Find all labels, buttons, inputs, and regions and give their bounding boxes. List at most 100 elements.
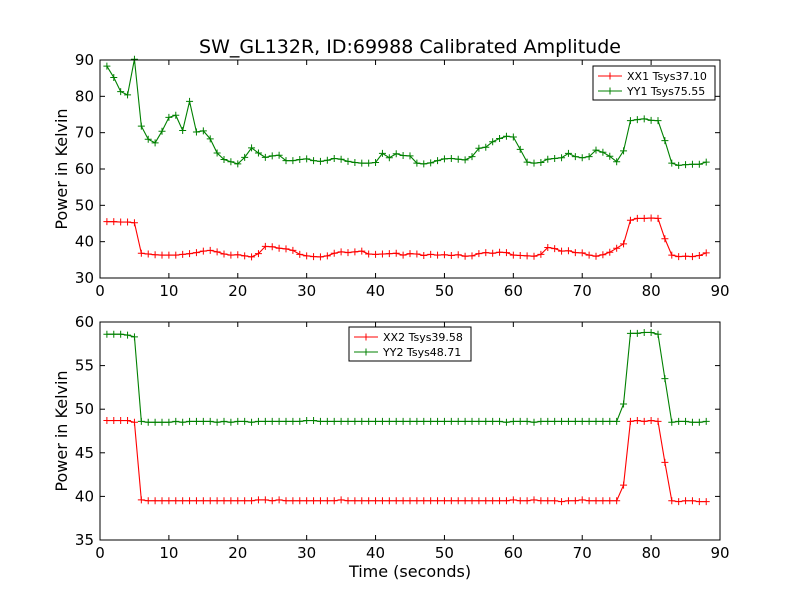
legend-label: XX2 Tsys39.58	[383, 331, 463, 344]
legend: XX1 Tsys37.10 YY1 Tsys75.55	[592, 65, 716, 101]
data-point	[186, 497, 194, 505]
data-point	[585, 153, 593, 161]
data-point	[282, 157, 290, 165]
data-point	[640, 417, 648, 425]
data-point	[468, 153, 476, 161]
data-point	[695, 160, 703, 168]
data-point	[468, 417, 476, 425]
data-point	[427, 250, 435, 258]
legend-entry: XX1 Tsys37.10	[598, 70, 707, 83]
data-point	[530, 418, 538, 426]
data-point	[620, 240, 628, 248]
data-point	[268, 417, 276, 425]
data-point	[516, 497, 524, 505]
data-point	[227, 158, 235, 166]
data-point	[626, 329, 634, 337]
data-point	[475, 144, 483, 152]
data-point	[144, 250, 152, 258]
data-point	[523, 158, 531, 166]
data-point	[544, 497, 552, 505]
data-point	[310, 157, 318, 165]
data-point	[668, 251, 676, 259]
data-point	[296, 156, 304, 164]
data-point	[289, 246, 297, 254]
data-point	[530, 252, 538, 260]
data-point	[213, 149, 221, 157]
data-point	[606, 497, 614, 505]
data-point	[682, 417, 690, 425]
data-point	[427, 497, 435, 505]
data-point	[117, 88, 125, 96]
data-point	[268, 243, 276, 251]
data-point	[413, 159, 421, 167]
data-point	[192, 497, 200, 505]
data-point	[571, 417, 579, 425]
data-point	[682, 252, 690, 260]
y-axis-label: Power in Kelvin	[52, 370, 71, 491]
data-point	[440, 251, 448, 259]
data-point	[199, 497, 207, 505]
y-tick-label: 50	[75, 196, 94, 214]
data-point	[654, 330, 662, 338]
data-point	[206, 497, 214, 505]
data-point	[144, 497, 152, 505]
data-point	[241, 252, 249, 260]
data-point	[130, 55, 138, 63]
data-point	[461, 497, 469, 505]
data-point	[165, 418, 173, 426]
data-point	[282, 497, 290, 505]
x-axis-label: Time (seconds)	[348, 562, 471, 581]
data-point	[316, 157, 324, 165]
data-point	[103, 417, 111, 425]
data-point	[165, 251, 173, 259]
x-tick-label: 30	[297, 544, 316, 562]
data-point	[688, 160, 696, 168]
data-point	[702, 158, 710, 166]
data-point	[303, 497, 311, 505]
data-point	[489, 249, 497, 257]
data-point	[675, 161, 683, 169]
data-point	[372, 497, 380, 505]
data-point	[275, 151, 283, 159]
data-point	[358, 417, 366, 425]
data-point	[199, 127, 207, 135]
data-point	[447, 251, 455, 259]
data-point	[702, 498, 710, 506]
data-point	[103, 330, 111, 338]
y-tick-label: 60	[75, 160, 94, 178]
data-point	[558, 154, 566, 162]
x-tick-label: 70	[573, 282, 592, 300]
data-point	[110, 73, 118, 81]
data-point	[392, 249, 400, 257]
legend-box	[592, 65, 716, 101]
data-point	[378, 497, 386, 505]
data-point	[165, 497, 173, 505]
data-point	[688, 253, 696, 261]
data-point	[447, 497, 455, 505]
data-point	[303, 417, 311, 425]
data-point	[275, 496, 283, 504]
data-point	[296, 250, 304, 258]
data-point	[578, 154, 586, 162]
data-point	[124, 417, 132, 425]
data-point	[289, 497, 297, 505]
data-point	[124, 91, 132, 99]
legend-entry: YY2 Tsys48.71	[354, 346, 461, 359]
data-point	[675, 417, 683, 425]
data-point	[420, 251, 428, 259]
data-point	[461, 417, 469, 425]
data-point	[103, 62, 111, 70]
data-point	[206, 417, 214, 425]
data-point	[261, 153, 269, 161]
data-point	[461, 156, 469, 164]
x-tick-label: 70	[573, 544, 592, 562]
data-point	[551, 154, 559, 162]
data-point	[620, 481, 628, 489]
data-point	[358, 497, 366, 505]
y-tick-label: 50	[75, 400, 94, 418]
data-point	[420, 160, 428, 168]
data-point	[358, 247, 366, 255]
data-point	[564, 497, 572, 505]
data-point	[633, 417, 641, 425]
